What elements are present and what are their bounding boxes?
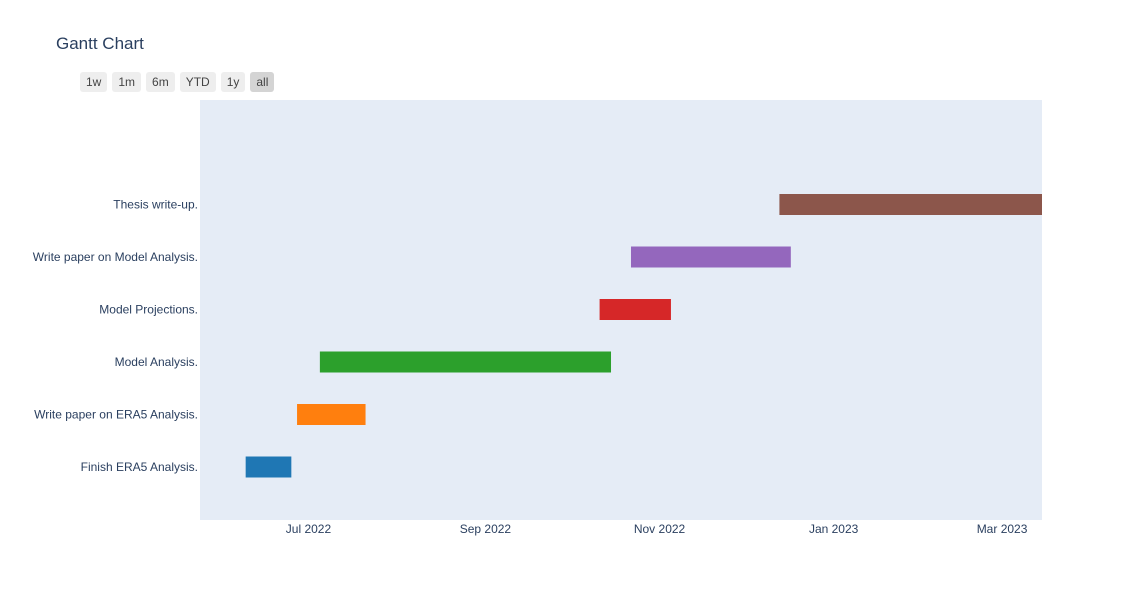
task-bars bbox=[245, 194, 1042, 478]
range-button-all[interactable]: all bbox=[250, 72, 275, 92]
task-bar[interactable] bbox=[245, 456, 292, 478]
y-tick-label: Write paper on ERA5 Analysis. bbox=[34, 408, 198, 422]
range-button-1y[interactable]: 1y bbox=[220, 72, 246, 92]
chart-title: Gantt Chart bbox=[56, 34, 144, 53]
y-tick-label: Write paper on Model Analysis. bbox=[33, 250, 198, 264]
x-tick-label: Nov 2022 bbox=[634, 522, 686, 536]
task-bar[interactable] bbox=[599, 299, 671, 320]
range-button-1m[interactable]: 1m bbox=[112, 72, 142, 92]
y-tick-label: Model Projections. bbox=[99, 303, 198, 317]
range-selector: 1w 1m 6m YTD 1y all bbox=[80, 72, 275, 92]
task-bar[interactable] bbox=[779, 194, 1042, 215]
y-tick-label: Model Analysis. bbox=[115, 355, 198, 369]
x-tick-label: Sep 2022 bbox=[460, 522, 512, 536]
task-bar[interactable] bbox=[297, 404, 366, 425]
x-tick-label: Mar 2023 bbox=[977, 522, 1028, 536]
task-bar[interactable] bbox=[630, 246, 791, 268]
range-button-ytd[interactable]: YTD bbox=[179, 72, 216, 92]
y-axis-labels: Finish ERA5 Analysis. Write paper on ERA5… bbox=[33, 198, 198, 475]
y-tick-label: Thesis write-up. bbox=[113, 198, 198, 212]
x-tick-label: Jan 2023 bbox=[809, 522, 859, 536]
task-bar[interactable] bbox=[319, 351, 612, 373]
x-tick-label: Jul 2022 bbox=[286, 522, 332, 536]
y-tick-label: Finish ERA5 Analysis. bbox=[81, 460, 198, 474]
range-button-6m[interactable]: 6m bbox=[146, 72, 175, 92]
x-axis-labels: Jul 2022 Sep 2022 Nov 2022 Jan 2023 Mar 2023 bbox=[286, 522, 1028, 536]
range-button-1w[interactable]: 1w bbox=[80, 72, 108, 92]
